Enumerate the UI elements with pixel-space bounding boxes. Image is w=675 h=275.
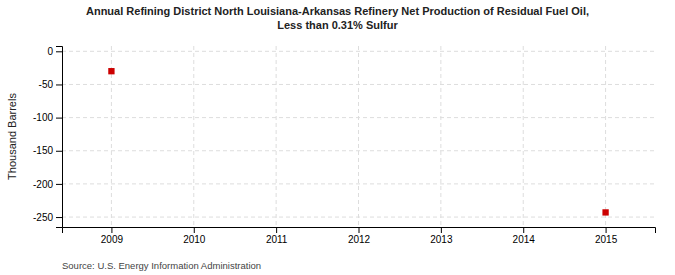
x-tick: 2014 [513,227,536,245]
y-tick-label: -100 [33,112,53,123]
points [108,68,608,216]
y-tick: -200 [33,179,62,190]
y-tick: -150 [33,145,62,156]
x-tick: 2009 [101,227,124,245]
y-tick-mark [56,217,62,218]
title-line: Annual Refining District North Louisiana… [86,5,589,17]
grid-line-x [605,46,606,227]
y-axis-label: Thousand Barrels [6,93,18,180]
grid-line-x [440,46,441,227]
x-tick-label: 2014 [513,234,536,245]
chart: Annual Refining District North Louisiana… [0,0,675,275]
grid-line-x [276,46,277,227]
x-tick-mark [194,227,195,233]
y-tick: -250 [33,212,62,223]
grid-line-y [62,183,655,184]
x-tick-label: 2010 [183,234,206,245]
x-tick: 2010 [183,227,206,245]
y-tick-label: -250 [33,212,53,223]
x-tick-mark [441,227,442,233]
title-line: Less than 0.31% Sulfur [277,19,398,31]
grid [62,46,655,227]
y-axis: 0 -50 -100 -150 -200 -250 [33,46,63,227]
source: Source: U.S. Energy Information Administ… [62,260,261,271]
x-tick: 2012 [348,227,371,245]
grid-line-y [62,51,655,52]
x-tick-label: 2009 [101,234,124,245]
y-tick-mark [56,151,62,152]
y-tick: -50 [39,79,62,90]
x-tick-mark [606,227,607,233]
y-tick-mark [56,84,62,85]
x-tick-label: 2015 [595,234,618,245]
x-tick-mark [276,227,277,233]
x-tick-label: 2012 [348,234,371,245]
y-tick-mark [56,118,62,119]
y-axis-line [56,47,63,228]
x-tick-mark [359,227,360,233]
plot: 2009 2010 2011 2012 2013 2014 2015 0 -50 -100 -150… [33,46,656,245]
y-tick-label: -200 [33,179,53,190]
title: Annual Refining District North Louisiana… [86,5,589,31]
grid-line-x [193,46,194,227]
x-tick: 2011 [266,227,288,245]
grid-line-x [523,46,524,227]
y-tick-label: -150 [33,145,53,156]
y-tick-mark [56,51,62,52]
x-tick: 2013 [430,227,453,245]
point [602,209,608,215]
x-axis-line [63,228,656,234]
y-tick-label: -50 [39,79,54,90]
point [108,68,114,74]
y-tick-label: 0 [47,46,53,57]
grid-line-x [358,46,359,227]
y-tick: -100 [33,112,62,123]
x-tick-mark [523,227,524,233]
x-axis: 2009 2010 2011 2012 2013 2014 2015 [63,227,656,245]
y-tick-mark [56,184,62,185]
x-tick: 2015 [595,227,618,245]
x-tick-label: 2011 [266,234,288,245]
x-tick-mark [111,227,112,233]
x-tick-label: 2013 [430,234,453,245]
y-tick: 0 [47,46,62,57]
